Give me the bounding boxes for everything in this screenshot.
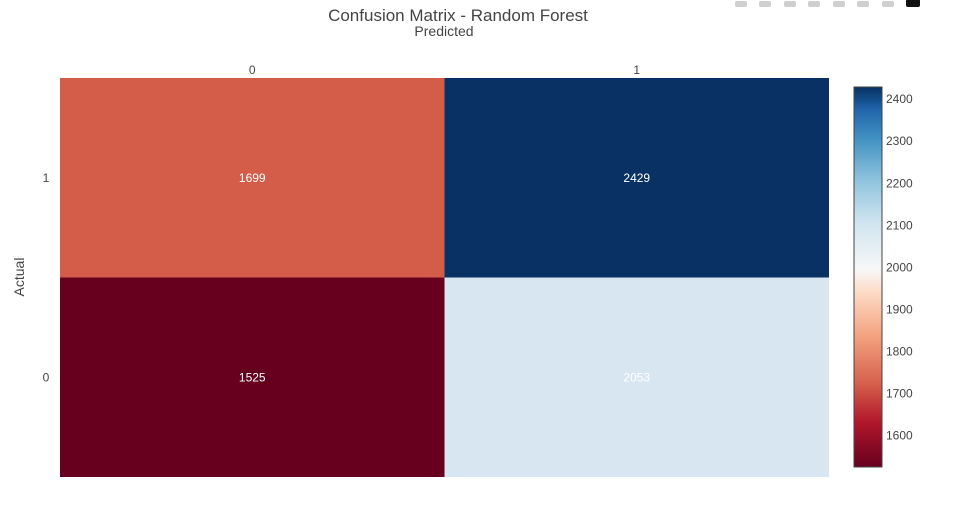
colorbar-tick-label: 2300 [886,134,913,148]
plotly-logo-icon[interactable] [906,0,921,7]
colorbar-tick-label: 1600 [886,428,913,442]
heatmap-cells: 1699 2429 1525 2053 [60,78,829,477]
pan-icon[interactable] [783,1,796,7]
cell-value-label: 2053 [623,370,650,384]
colorbar-tick-label: 2000 [886,260,913,274]
reset-axes-icon[interactable] [881,1,894,7]
y-tick-label: 0 [43,370,50,384]
colorbar-tick-label: 1900 [886,302,913,316]
cell-value-label: 2429 [623,171,650,185]
heatmap-cell [444,78,829,278]
heatmap-cell [60,78,445,278]
cell-value-label: 1525 [239,370,266,384]
y-axis-ticks: 10 [43,171,50,385]
autoscale-icon[interactable] [857,1,870,7]
colorbar-ticks: 2400 2300 2200 2100 2000 1900 1800 1700 1600 [886,92,913,442]
chart-title: Confusion Matrix - Random Forest [328,6,588,25]
zoom-in-icon[interactable] [808,1,821,7]
heatmap-cell [444,277,829,477]
x-tick-label: 0 [249,63,256,77]
colorbar-tick-label: 2100 [886,218,913,232]
heatmap-cell [60,277,445,477]
colorbar-tick-label: 2200 [886,176,913,190]
colorbar-tick-label: 1800 [886,344,913,358]
plot-modebar[interactable] [727,0,927,7]
zoom-out-icon[interactable] [832,1,845,7]
zoom-icon[interactable] [759,1,772,7]
download-icon[interactable] [735,1,747,7]
y-tick-label: 1 [43,171,50,185]
x-axis-title: Predicted [414,23,473,39]
cell-value-label: 1699 [239,171,266,185]
x-tick-label: 1 [633,63,640,77]
colorbar-tick-label: 2400 [886,92,913,106]
colorbar [853,86,883,468]
y-axis-title: Actual [11,258,27,297]
colorbar-tick-label: 1700 [886,386,913,400]
